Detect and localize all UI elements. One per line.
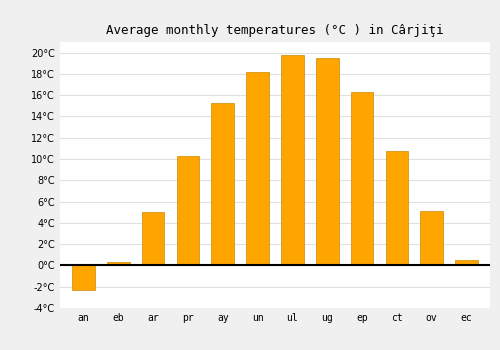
Bar <box>142 212 165 265</box>
Bar <box>316 58 338 265</box>
Bar <box>350 92 374 265</box>
Title: Average monthly temperatures (°C ) in Cârjiţi: Average monthly temperatures (°C ) in Câ… <box>106 24 444 37</box>
Bar <box>281 55 303 265</box>
Bar <box>420 211 443 265</box>
Bar <box>455 260 478 265</box>
Bar <box>72 265 95 290</box>
Bar <box>212 103 234 265</box>
Bar <box>176 156 200 265</box>
Bar <box>107 262 130 265</box>
Bar <box>246 72 269 265</box>
Bar <box>386 150 408 265</box>
